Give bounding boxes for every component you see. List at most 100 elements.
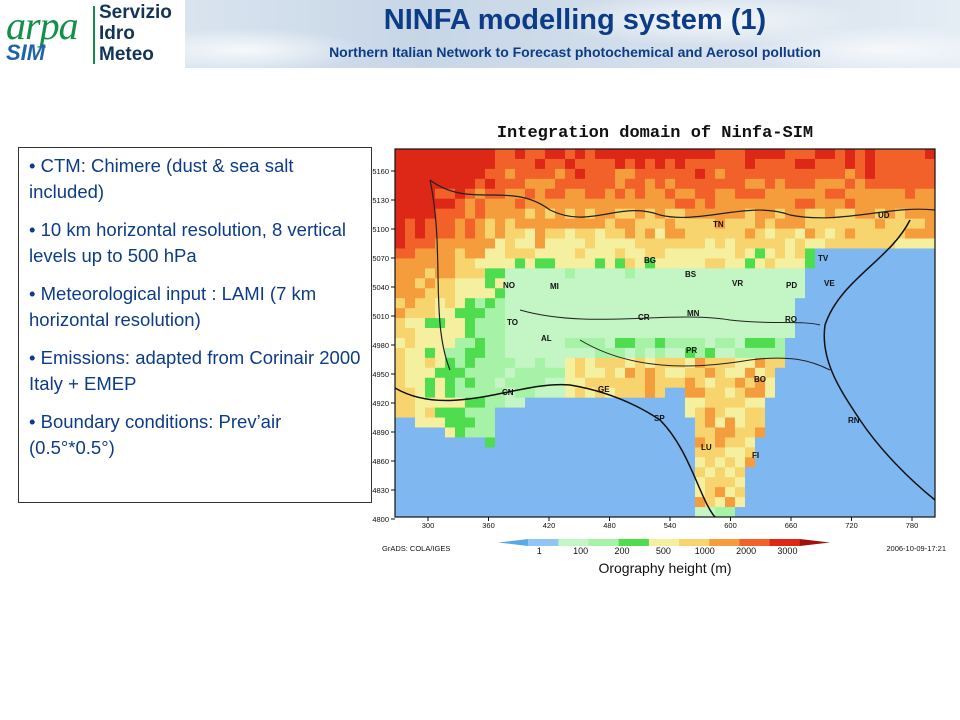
orography-cell — [925, 337, 936, 349]
orography-cell — [915, 218, 926, 229]
orography-cell — [705, 447, 716, 458]
orography-cell — [585, 198, 596, 210]
orography-cell — [905, 407, 916, 418]
orography-cell — [505, 457, 516, 468]
orography-cell — [635, 457, 646, 468]
orography-cell — [915, 477, 926, 488]
orography-cell — [545, 457, 556, 468]
orography-cell — [705, 328, 716, 339]
orography-cell — [815, 447, 826, 458]
orography-cell — [915, 337, 926, 349]
orography-cell — [855, 397, 866, 408]
orography-cell — [555, 188, 566, 200]
orography-cell — [665, 198, 676, 210]
orography-cell — [635, 248, 646, 259]
orography-cell — [925, 457, 936, 468]
orography-cell — [445, 328, 456, 339]
orography-cell — [765, 387, 776, 399]
orography-cell — [815, 198, 826, 210]
orography-cell — [435, 198, 446, 210]
orography-cell — [615, 149, 626, 160]
x-tick-label: 660 — [785, 521, 798, 530]
orography-cell — [585, 457, 596, 468]
orography-cell — [645, 178, 656, 190]
orography-cell — [505, 387, 516, 399]
orography-cell — [625, 158, 636, 170]
x-tick-label: 600 — [724, 521, 737, 530]
orography-cell — [905, 377, 916, 389]
orography-cell — [715, 337, 726, 349]
orography-cell — [885, 377, 896, 389]
orography-cell — [535, 397, 546, 408]
orography-cell — [745, 507, 756, 518]
orography-cell — [875, 507, 886, 518]
orography-cell — [925, 357, 936, 369]
orography-cell — [515, 477, 526, 488]
map-caption: Orography height (m) — [598, 560, 732, 576]
orography-cell — [605, 308, 616, 319]
orography-cell — [455, 497, 466, 508]
orography-cell — [875, 188, 886, 200]
orography-cell — [825, 278, 836, 289]
orography-cell — [635, 497, 646, 508]
orography-cell — [765, 447, 776, 458]
orography-cell — [425, 387, 436, 399]
orography-cell — [895, 298, 906, 309]
orography-cell — [545, 188, 556, 200]
orography-cell — [785, 288, 796, 299]
orography-cell — [665, 487, 676, 498]
orography-cell — [615, 268, 626, 279]
orography-cell — [575, 158, 586, 170]
orography-cell — [515, 248, 526, 259]
orography-cell — [925, 228, 936, 239]
orography-cell — [615, 417, 626, 428]
orography-cell — [795, 158, 806, 170]
orography-cell — [515, 278, 526, 289]
orography-cell — [465, 377, 476, 389]
orography-cell — [575, 407, 586, 418]
orography-cell — [925, 288, 936, 299]
orography-cell — [805, 308, 816, 319]
orography-cell — [405, 178, 416, 190]
orography-cell — [695, 298, 706, 309]
orography-cell — [855, 447, 866, 458]
orography-cell — [545, 149, 556, 160]
orography-cell — [595, 238, 606, 249]
orography-cell — [845, 427, 856, 438]
orography-cell — [745, 258, 756, 269]
orography-cell — [575, 149, 586, 160]
orography-cell — [415, 437, 426, 448]
orography-cell — [645, 447, 656, 458]
orography-cell — [495, 507, 506, 518]
orography-cell — [395, 457, 406, 468]
orography-cell — [475, 427, 486, 438]
orography-cell — [745, 238, 756, 249]
orography-cell — [835, 397, 846, 408]
orography-cell — [755, 208, 766, 220]
orography-cell — [825, 357, 836, 369]
orography-cell — [865, 437, 876, 448]
orography-cell — [645, 417, 656, 428]
orography-cell — [505, 248, 516, 259]
orography-cell — [775, 188, 786, 200]
orography-cell — [795, 168, 806, 180]
orography-cell — [765, 228, 776, 239]
x-tick-label: 420 — [543, 521, 556, 530]
orography-cell — [835, 367, 846, 379]
orography-cell — [695, 347, 706, 359]
orography-cell — [725, 188, 736, 200]
orography-cell — [605, 427, 616, 438]
orography-cell — [395, 507, 406, 518]
orography-cell — [665, 158, 676, 170]
orography-cell — [625, 447, 636, 458]
orography-cell — [515, 328, 526, 339]
orography-cell — [415, 248, 426, 259]
orography-cell — [425, 288, 436, 299]
orography-cell — [725, 149, 736, 160]
orography-cell — [405, 397, 416, 408]
orography-cell — [665, 447, 676, 458]
orography-cell — [635, 427, 646, 438]
orography-cell — [435, 248, 446, 259]
orography-cell — [435, 228, 446, 239]
orography-cell — [595, 467, 606, 478]
